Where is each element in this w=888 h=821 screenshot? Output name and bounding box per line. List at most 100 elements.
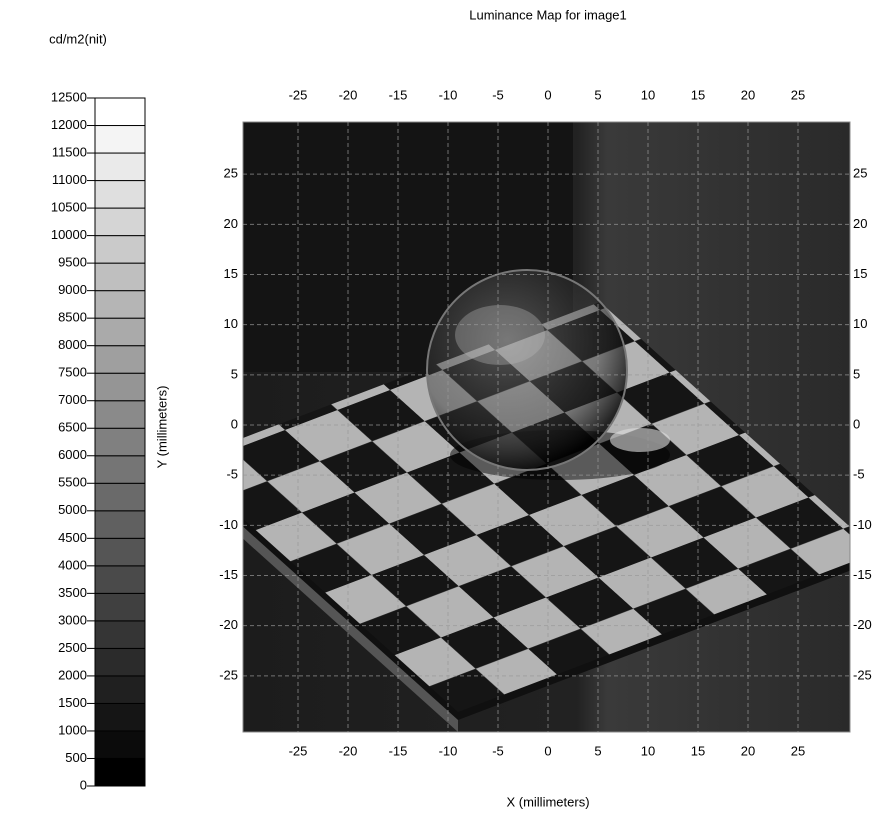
y-tick-label: 5 [853, 366, 860, 381]
y-tick-label: -10 [219, 517, 238, 532]
colorbar-tick-label: 1500 [58, 695, 87, 710]
x-tick-label: -15 [389, 87, 408, 102]
colorbar-tick-label: 8000 [58, 337, 87, 352]
x-tick-label: 5 [594, 743, 601, 758]
colorbar-tick-label: 10000 [51, 227, 87, 242]
colorbar-band [94, 345, 146, 374]
x-tick-label: 0 [544, 87, 551, 102]
chart-title: Luminance Map for image1 [469, 7, 627, 22]
x-tick-label: 25 [791, 87, 805, 102]
y-axis-label: Y (millimeters) [154, 386, 169, 469]
x-tick-label: 25 [791, 743, 805, 758]
y-tick-label: 15 [853, 266, 867, 281]
y-tick-label: -5 [853, 467, 865, 482]
colorbar-band [94, 510, 146, 539]
x-tick-label: -15 [389, 743, 408, 758]
y-tick-label: 10 [224, 316, 238, 331]
x-tick-label: 15 [691, 87, 705, 102]
y-tick-label: 20 [853, 216, 867, 231]
y-tick-label: 20 [224, 216, 238, 231]
colorbar-tick-label: 10500 [51, 200, 87, 215]
colorbar-tick-label: 12500 [51, 89, 87, 104]
colorbar-tick-label: 7500 [58, 365, 87, 380]
colorbar-tick-label: 5000 [58, 502, 87, 517]
x-tick-label: -10 [439, 87, 458, 102]
x-tick-label: 10 [641, 87, 655, 102]
colorbar-tick-label: 4000 [58, 557, 87, 572]
y-tick-label: -20 [853, 617, 872, 632]
colorbar-tick-label: 11500 [52, 144, 87, 159]
y-tick-label: -15 [853, 567, 872, 582]
x-tick-label: -20 [339, 87, 358, 102]
colorbar-band [94, 290, 146, 319]
colorbar-band [94, 565, 146, 594]
colorbar-tick-label: 3000 [58, 612, 87, 627]
x-axis-label: X (millimeters) [506, 794, 589, 809]
x-tick-label: -20 [339, 743, 358, 758]
colorbar-tick-label: 9000 [58, 282, 87, 297]
colorbar-tick-label: 6000 [58, 447, 87, 462]
y-tick-label: -10 [853, 517, 872, 532]
colorbar-tick-label: 500 [65, 750, 87, 765]
x-tick-label: 5 [594, 87, 601, 102]
colorbar-band [94, 702, 146, 732]
colorbar-band [94, 235, 146, 264]
y-tick-label: 0 [853, 416, 860, 431]
y-tick-label: 25 [853, 166, 867, 181]
colorbar-tick-label: 4500 [58, 530, 87, 545]
colorbar-tick-label: 7000 [58, 392, 87, 407]
x-tick-label: -10 [439, 743, 458, 758]
colorbar-band [94, 537, 146, 567]
y-tick-label: 15 [224, 266, 238, 281]
y-tick-label: -25 [219, 667, 238, 682]
colorbar-band [94, 372, 146, 402]
y-tick-label: -15 [219, 567, 238, 582]
colorbar-tick-label: 11000 [52, 172, 87, 187]
colorbar-band [94, 757, 146, 787]
colorbar-band [94, 482, 146, 512]
x-tick-label: -25 [289, 87, 308, 102]
colorbar-band [94, 730, 146, 759]
colorbar-tick-label: 0 [80, 777, 87, 792]
colorbar-band [94, 455, 146, 484]
colorbar-tick-label: 9500 [58, 255, 87, 270]
x-tick-label: 20 [741, 743, 755, 758]
colorbar-band [94, 427, 146, 457]
y-tick-label: 10 [853, 316, 867, 331]
colorbar-tick-label: 2000 [58, 667, 87, 682]
x-tick-label: 15 [691, 743, 705, 758]
colorbar-band [94, 262, 146, 292]
x-tick-label: 10 [641, 743, 655, 758]
colorbar-band [94, 400, 146, 429]
colorbar-band [94, 97, 146, 127]
colorbar-tick-label: 12000 [51, 117, 87, 132]
colorbar-band [94, 207, 146, 237]
colorbar-tick-label: 2500 [58, 640, 87, 655]
colorbar-band [94, 180, 146, 209]
x-tick-label: -5 [492, 743, 504, 758]
colorbar-band [94, 592, 146, 622]
colorbar-band [94, 317, 146, 347]
colorbar-tick-label: 8500 [58, 310, 87, 325]
y-tick-label: -5 [226, 467, 238, 482]
x-tick-label: 0 [544, 743, 551, 758]
x-tick-label: 20 [741, 87, 755, 102]
y-tick-label: -20 [219, 617, 238, 632]
colorbar-tick-label: 3500 [58, 585, 87, 600]
y-tick-label: 25 [224, 166, 238, 181]
colorbar-tick-label: 1000 [58, 722, 87, 737]
x-tick-label: -25 [289, 743, 308, 758]
colorbar-band [94, 125, 146, 154]
y-tick-label: -25 [853, 667, 872, 682]
colorbar-band [94, 647, 146, 677]
colorbar-label: cd/m2(nit) [49, 31, 107, 46]
colorbar-tick-label: 5500 [58, 475, 87, 490]
luminance-image [243, 122, 850, 732]
colorbar-band [94, 620, 146, 649]
y-tick-label: 0 [231, 416, 238, 431]
plot-frame [242, 121, 851, 733]
colorbar-band [94, 675, 146, 704]
y-tick-label: 5 [231, 366, 238, 381]
colorbar-band [94, 152, 146, 182]
